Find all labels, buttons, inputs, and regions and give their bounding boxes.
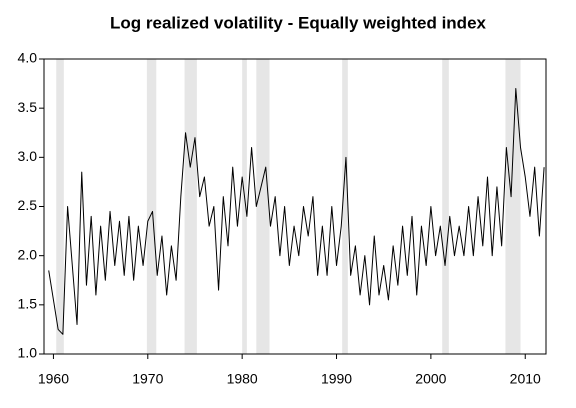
recession-band: [342, 59, 348, 354]
plot-frame: [43, 58, 547, 355]
recession-band: [56, 59, 64, 354]
recession-band: [505, 59, 521, 354]
recession-band: [442, 59, 449, 354]
y-tick-label: 1.0: [18, 345, 38, 361]
x-tick-label: 1970: [132, 371, 163, 387]
recession-band: [256, 59, 270, 354]
y-tick-label: 4.0: [18, 50, 38, 66]
line-series: [48, 88, 545, 335]
y-tick-label: 1.5: [18, 296, 38, 312]
x-tick-label: 1980: [227, 371, 258, 387]
recession-band: [242, 59, 247, 354]
recession-band: [184, 59, 197, 354]
x-tick-label: 1960: [38, 371, 69, 387]
x-tick-label: 2000: [415, 371, 446, 387]
x-tick-label: 2010: [510, 371, 541, 387]
chart-title: Log realized volatility - Equally weight…: [110, 13, 487, 32]
x-tick-label: 1990: [321, 371, 352, 387]
y-tick-label: 2.5: [18, 197, 38, 213]
y-tick-label: 3.0: [18, 148, 38, 164]
recession-band: [146, 59, 157, 354]
y-tick-label: 2.0: [18, 246, 38, 262]
y-tick-label: 3.5: [18, 99, 38, 115]
